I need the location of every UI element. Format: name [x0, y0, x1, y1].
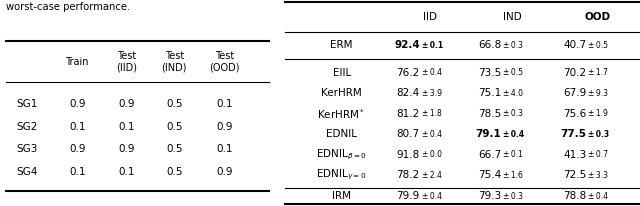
Text: 66.7: 66.7 — [478, 150, 502, 160]
Text: 40.7: 40.7 — [564, 40, 587, 50]
Text: 81.2: 81.2 — [397, 109, 420, 119]
Text: 79.9: 79.9 — [397, 191, 420, 201]
Text: 67.9: 67.9 — [563, 88, 587, 98]
Text: 77.5: 77.5 — [561, 129, 587, 139]
Text: SG4: SG4 — [17, 167, 38, 177]
Text: 0.1: 0.1 — [119, 167, 135, 177]
Text: 72.5: 72.5 — [563, 170, 587, 180]
Text: 0.5: 0.5 — [166, 122, 182, 132]
Text: 0.9: 0.9 — [119, 99, 135, 109]
Text: 80.7: 80.7 — [397, 129, 420, 139]
Text: ± 0.4: ± 0.4 — [422, 68, 442, 77]
Text: KerHRM: KerHRM — [321, 88, 362, 98]
Text: ± 2.4: ± 2.4 — [422, 171, 442, 180]
Text: ± 0.4: ± 0.4 — [589, 192, 609, 201]
Text: ± 1.6: ± 1.6 — [503, 171, 523, 180]
Text: ± 0.7: ± 0.7 — [589, 150, 609, 159]
Text: 0.1: 0.1 — [119, 122, 135, 132]
Text: 0.9: 0.9 — [216, 167, 232, 177]
Text: EIIL: EIIL — [333, 68, 351, 77]
Text: 70.2: 70.2 — [564, 68, 587, 77]
Text: Train: Train — [65, 57, 89, 67]
Text: 0.9: 0.9 — [119, 144, 135, 154]
Text: ± 0.4: ± 0.4 — [422, 130, 442, 139]
Text: ± 0.5: ± 0.5 — [589, 41, 609, 50]
Text: EDNIL$_{\gamma=0}$: EDNIL$_{\gamma=0}$ — [316, 168, 367, 182]
Text: 82.4: 82.4 — [397, 88, 420, 98]
Text: 73.5: 73.5 — [478, 68, 502, 77]
Text: ± 4.0: ± 4.0 — [503, 89, 524, 98]
Text: 76.2: 76.2 — [397, 68, 420, 77]
Text: SG2: SG2 — [17, 122, 38, 132]
Text: ± 0.4: ± 0.4 — [503, 130, 524, 139]
Text: 78.8: 78.8 — [563, 191, 587, 201]
Text: 0.1: 0.1 — [216, 99, 232, 109]
Text: ± 0.3: ± 0.3 — [503, 192, 524, 201]
Text: 0.1: 0.1 — [216, 144, 232, 154]
Text: 75.4: 75.4 — [478, 170, 502, 180]
Text: ± 0.3: ± 0.3 — [589, 130, 610, 139]
Text: 79.3: 79.3 — [478, 191, 502, 201]
Text: 0.5: 0.5 — [166, 99, 182, 109]
Text: ± 3.3: ± 3.3 — [589, 171, 609, 180]
Text: SG1: SG1 — [17, 99, 38, 109]
Text: 75.1: 75.1 — [478, 88, 502, 98]
Text: 66.8: 66.8 — [478, 40, 502, 50]
Text: 92.4: 92.4 — [394, 40, 420, 50]
Text: 78.2: 78.2 — [397, 170, 420, 180]
Text: ERM: ERM — [330, 40, 353, 50]
Text: SG3: SG3 — [17, 144, 38, 154]
Text: ± 0.1: ± 0.1 — [503, 150, 523, 159]
Text: 0.5: 0.5 — [166, 167, 182, 177]
Text: 0.9: 0.9 — [69, 99, 86, 109]
Text: 0.1: 0.1 — [69, 167, 86, 177]
Text: EDNIL: EDNIL — [326, 129, 357, 139]
Text: EDNIL$_{\beta=0}$: EDNIL$_{\beta=0}$ — [316, 148, 367, 162]
Text: ± 9.3: ± 9.3 — [589, 89, 609, 98]
Text: IND: IND — [503, 12, 522, 22]
Text: ± 0.5: ± 0.5 — [503, 68, 524, 77]
Text: KerHRM$^*$: KerHRM$^*$ — [317, 107, 366, 121]
Text: 41.3: 41.3 — [563, 150, 587, 160]
Text: 0.5: 0.5 — [166, 144, 182, 154]
Text: 0.9: 0.9 — [69, 144, 86, 154]
Text: ± 0.3: ± 0.3 — [503, 41, 524, 50]
Text: 79.1: 79.1 — [476, 129, 502, 139]
Text: 78.5: 78.5 — [478, 109, 502, 119]
Text: ± 1.9: ± 1.9 — [589, 109, 609, 118]
Text: Test
(OOD): Test (OOD) — [209, 51, 239, 73]
Text: 75.6: 75.6 — [563, 109, 587, 119]
Text: 0.1: 0.1 — [69, 122, 86, 132]
Text: ± 0.0: ± 0.0 — [422, 150, 442, 159]
Text: ± 1.7: ± 1.7 — [589, 68, 609, 77]
Text: IRM: IRM — [332, 191, 351, 201]
Text: 0.9: 0.9 — [216, 122, 232, 132]
Text: ± 0.1: ± 0.1 — [422, 41, 443, 50]
Text: Test
(IID): Test (IID) — [116, 51, 138, 73]
Text: Test
(IND): Test (IND) — [161, 51, 187, 73]
Text: IID: IID — [424, 12, 437, 22]
Text: 91.8: 91.8 — [397, 150, 420, 160]
Text: worst-case performance.: worst-case performance. — [6, 2, 131, 12]
Text: ± 0.3: ± 0.3 — [503, 109, 524, 118]
Text: ± 3.9: ± 3.9 — [422, 89, 442, 98]
Text: ± 0.4: ± 0.4 — [422, 192, 442, 201]
Text: ± 1.8: ± 1.8 — [422, 109, 442, 118]
Text: OOD: OOD — [584, 12, 611, 22]
